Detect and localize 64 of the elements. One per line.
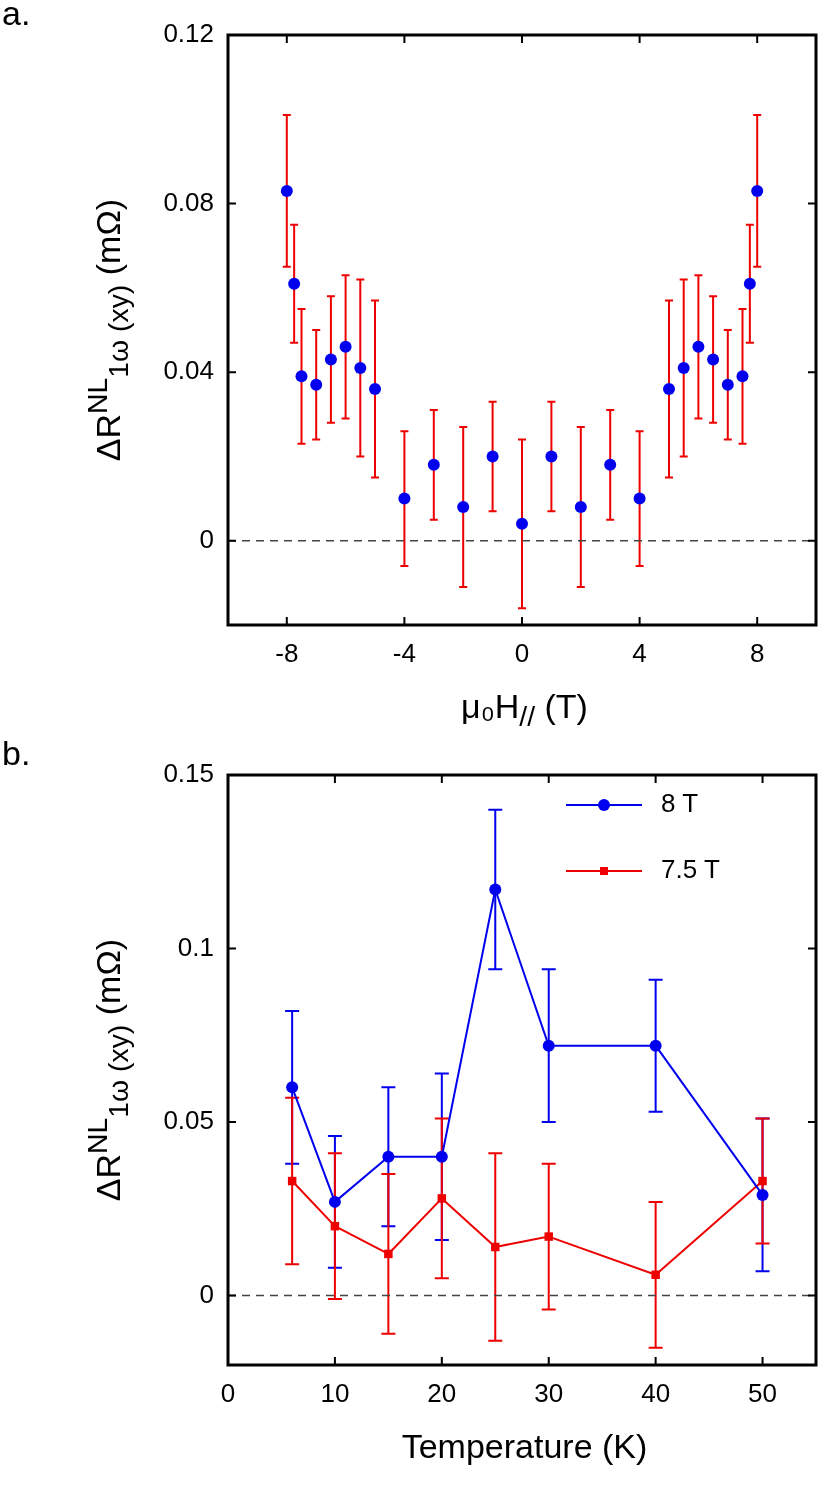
point [604,458,617,471]
x-axis-title: Temperature (K) [401,1427,648,1466]
point [280,184,293,197]
point [382,1150,395,1163]
point [457,501,470,513]
point [758,1176,767,1186]
legend-label: 8 T [661,788,699,819]
point [489,883,502,896]
point [721,378,734,391]
point [545,450,558,463]
point [328,1195,341,1208]
point [435,1150,448,1163]
x-tick-label: 50 [748,1377,778,1408]
point [384,1249,393,1259]
point [516,517,528,530]
x-tick-label: 20 [427,1377,457,1408]
y-tick-label: 0.1 [177,931,214,962]
x-axis-title: μ₀H$_{//}$ (T) [461,687,588,733]
point [736,370,749,383]
point [288,277,301,290]
point [286,1081,299,1094]
y-tick-label: 0 [199,1278,214,1309]
point [324,353,337,366]
point [437,1194,447,1203]
x-tick-label: 0 [514,637,530,668]
point [310,378,323,391]
point [649,1039,662,1052]
point [542,1039,555,1052]
point [756,1188,769,1201]
x-tick-label: 30 [534,1377,564,1408]
point [707,353,720,366]
y-tick-label: 0 [199,523,214,554]
point [651,1270,660,1280]
x-tick-label: 10 [320,1377,350,1408]
y-tick-label: 0.12 [163,18,214,49]
y-tick-label: 0.05 [163,1105,214,1136]
point [677,361,690,374]
x-tick-label: -8 [275,637,299,668]
x-tick-label: 4 [632,637,647,668]
point [751,184,764,197]
x-tick-label: 0 [220,1377,236,1408]
x-tick-label: 40 [641,1377,671,1408]
y-tick-label: 0.15 [163,758,214,789]
point [692,340,705,353]
point [491,1242,500,1252]
x-tick-label: 8 [749,637,765,668]
y-tick-label: 0.08 [163,186,214,217]
point [339,340,352,353]
point [354,361,367,374]
point [743,277,756,290]
point [663,383,675,395]
point [427,458,440,471]
point [295,370,308,383]
y-tick-label: 0.04 [163,355,214,386]
point [398,492,411,505]
point [369,383,381,395]
point [544,1232,553,1241]
chart-title: b. [2,734,31,773]
x-tick-label: -4 [392,637,416,668]
point [486,450,499,463]
legend-label: 7.5 T [661,854,720,885]
point [633,492,646,505]
point [574,501,587,513]
chart-title: a. [2,0,31,33]
